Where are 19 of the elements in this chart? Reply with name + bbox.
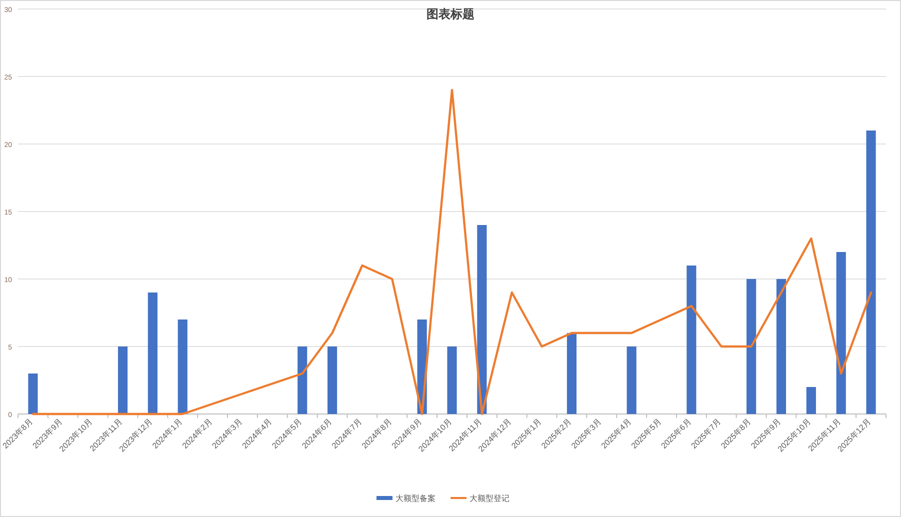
bar [626, 346, 636, 414]
bar [118, 346, 128, 414]
bar [447, 346, 457, 414]
bar [178, 320, 188, 414]
bar [746, 279, 756, 414]
bar [836, 252, 846, 414]
bar [148, 292, 158, 414]
bar [327, 346, 338, 414]
bar [28, 374, 38, 414]
bar [776, 279, 786, 414]
bar [686, 266, 696, 414]
legend-label: 大额型备案 [396, 494, 436, 503]
chart-title: 图表标题 [426, 7, 474, 21]
bar [866, 130, 876, 414]
legend-label: 大额型登记 [470, 494, 510, 503]
bar [477, 225, 487, 414]
bar [298, 346, 308, 414]
bar [566, 333, 577, 414]
bar [806, 387, 816, 414]
